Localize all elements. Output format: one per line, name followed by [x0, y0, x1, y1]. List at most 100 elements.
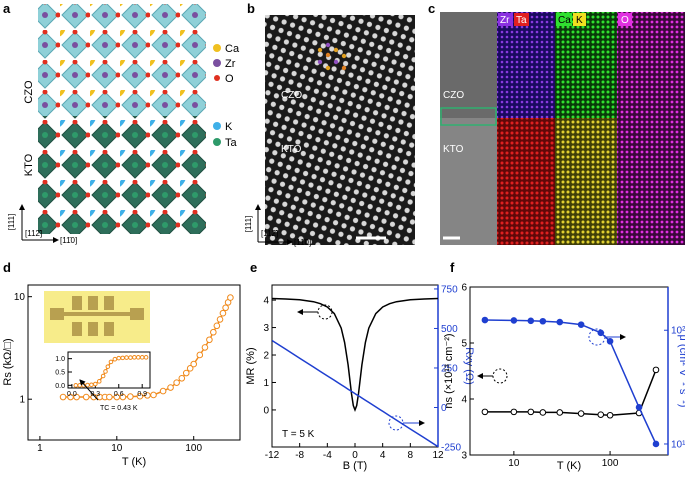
data-point [108, 359, 114, 365]
map-label: Ca [558, 15, 571, 26]
axis-direction: [111] [7, 214, 16, 231]
zr-map [497, 12, 555, 118]
data-point [227, 294, 234, 301]
y-tick-label: 10 [14, 292, 26, 303]
data-point [103, 369, 108, 374]
x-tick-label: 8 [408, 450, 414, 461]
y-tick-label: 2 [263, 351, 269, 362]
x-axis-label: T (K) [557, 460, 581, 472]
y-tick-label: 6 [461, 283, 467, 294]
ta-map [497, 118, 555, 245]
data-point [556, 409, 564, 416]
axis-direction: [112̄] [261, 229, 278, 238]
series-line [272, 339, 438, 447]
data-point [73, 393, 80, 401]
axes-arrows [255, 204, 293, 245]
data-point [120, 355, 125, 361]
data-point [539, 409, 547, 416]
map-label: K [576, 15, 583, 26]
legend-label: Zr [225, 58, 236, 70]
region-box [440, 107, 497, 126]
panel-label: b [247, 1, 255, 16]
data-point [196, 351, 204, 359]
data-point [127, 393, 134, 400]
legend-swatch [213, 59, 221, 67]
legend-label: Ca [225, 43, 240, 55]
data-point [100, 373, 106, 379]
panel-label: f [450, 260, 455, 275]
data-point [186, 365, 194, 372]
layer-label: KTO [281, 144, 302, 155]
x-tick-label: 100 [185, 443, 202, 454]
legend-swatch [213, 122, 221, 130]
layer-label: KTO [23, 153, 35, 176]
data-point [201, 344, 209, 351]
data-point [556, 318, 564, 326]
y2-axis-label: Rxy (Ω) [463, 347, 475, 385]
x-axis-label: B (T) [343, 460, 367, 472]
data-point [219, 309, 227, 317]
data-point [119, 393, 127, 401]
axis-direction: [112̄] [25, 229, 42, 238]
data-point [124, 355, 129, 360]
data-point [135, 355, 141, 360]
data-point [182, 369, 190, 377]
x-tick-label: 12 [432, 450, 444, 461]
data-point [577, 410, 585, 417]
data-point [89, 382, 94, 388]
data-point [597, 329, 605, 337]
y2-tick-label: 750 [441, 284, 458, 295]
series-line [484, 319, 657, 445]
czo-structure [38, 4, 206, 116]
data-point [222, 304, 229, 312]
data-point [606, 411, 614, 419]
guide-arrows [297, 309, 626, 426]
data-point [652, 366, 660, 374]
y-axis-label: ns (×10¹³ cm⁻²) [443, 333, 455, 408]
device-pattern [50, 296, 144, 336]
legend-swatch [214, 75, 220, 81]
o-map [617, 12, 685, 245]
data-point [167, 384, 174, 391]
annotation: T = 5 K [282, 429, 315, 440]
legend-label: K [225, 121, 233, 133]
data-point [59, 393, 67, 401]
data-point [112, 356, 118, 362]
y-axis-label: MR (%) [245, 347, 257, 384]
data-point [132, 355, 137, 360]
axis-direction: [11̄0] [294, 238, 311, 247]
data-point [213, 322, 221, 330]
data-point [539, 317, 547, 325]
ca-map [555, 12, 617, 118]
data-point [73, 383, 79, 388]
data-point [173, 379, 180, 386]
data-point [527, 317, 535, 325]
data-point [105, 364, 111, 369]
data-point [510, 317, 518, 324]
data-point [606, 337, 614, 345]
series-line [484, 369, 657, 416]
y-tick-label: 3 [263, 323, 269, 334]
axis-direction: [11̄0] [60, 236, 77, 245]
data-point [77, 383, 83, 388]
panel-label: c [428, 1, 435, 16]
data-point [116, 355, 122, 361]
kto-structure [38, 116, 206, 234]
layer-label: CZO [23, 80, 35, 104]
plot-frame [469, 286, 669, 456]
map-tag [556, 13, 572, 26]
data-point [128, 355, 133, 360]
y2-tick-label: -250 [441, 443, 461, 454]
y2-tick-label: 10¹ [671, 439, 685, 450]
x-tick-label: 0.9 [137, 391, 147, 398]
map-tag [498, 13, 513, 26]
data-point [597, 411, 605, 418]
data-point [106, 393, 113, 401]
x-tick-label: 1 [37, 443, 43, 454]
y-tick-label: 0.5 [55, 369, 65, 376]
map-tag [618, 13, 632, 26]
x-tick-label: -12 [265, 450, 280, 461]
data-point [216, 316, 224, 323]
legend-label: Ta [225, 137, 238, 149]
